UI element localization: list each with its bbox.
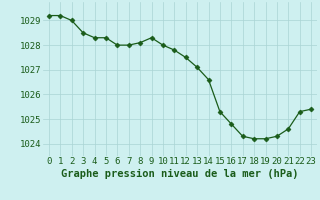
- X-axis label: Graphe pression niveau de la mer (hPa): Graphe pression niveau de la mer (hPa): [61, 169, 299, 179]
